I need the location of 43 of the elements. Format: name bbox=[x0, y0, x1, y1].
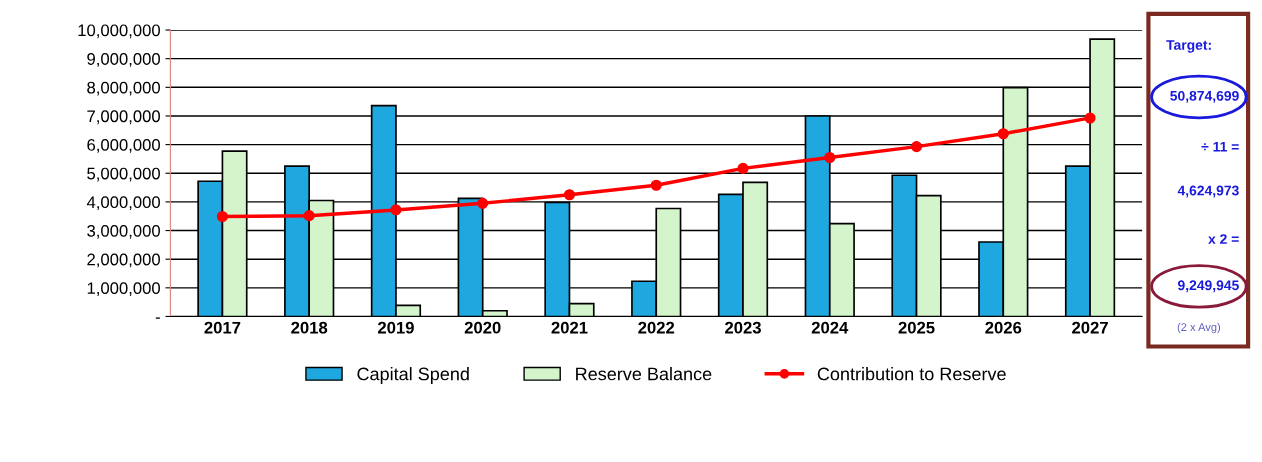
legend-label: Contribution to Reserve bbox=[817, 367, 1006, 381]
x-tick-label: 2019 bbox=[377, 321, 414, 334]
x-tick-label: 2025 bbox=[898, 321, 935, 334]
x-tick-label: 2022 bbox=[638, 321, 675, 334]
x-tick-label: 2017 bbox=[204, 321, 241, 334]
y-tick-label: 4,000,000 bbox=[86, 196, 160, 211]
y-tick-label: 3,000,000 bbox=[87, 224, 160, 239]
text: (2 x Avg) bbox=[1177, 322, 1221, 334]
x-tick-label: 2021 bbox=[551, 321, 588, 334]
point bbox=[477, 197, 489, 209]
y-tick-label: 5,000,000 bbox=[87, 167, 160, 182]
point bbox=[216, 210, 228, 223]
point bbox=[303, 210, 315, 222]
x-tick-label: 2023 bbox=[725, 321, 761, 334]
point bbox=[737, 162, 749, 174]
y-tick-label: 7,000,000 bbox=[87, 110, 160, 125]
point bbox=[390, 204, 402, 216]
y-tick-label: 10,000,000 bbox=[78, 24, 160, 39]
point bbox=[650, 179, 662, 191]
point bbox=[997, 128, 1009, 140]
point bbox=[1084, 112, 1096, 124]
y-tick-label: 6,000,000 bbox=[87, 139, 160, 153]
y-tick-label: 8,000,000 bbox=[87, 81, 160, 96]
x-tick-label: 2018 bbox=[291, 321, 328, 334]
legend-label: Capital Spend bbox=[357, 367, 469, 384]
x-tick-label: 2027 bbox=[1072, 321, 1108, 334]
point bbox=[563, 189, 576, 201]
text: 9,249,945 bbox=[1177, 280, 1239, 293]
y-tick-label: - bbox=[155, 317, 160, 319]
y-tick-label: 1,000,000 bbox=[87, 282, 160, 296]
legend-label: Reserve Balance bbox=[576, 367, 712, 381]
text: 4,624,973 bbox=[1177, 185, 1239, 198]
y-tick-label: 2,000,000 bbox=[87, 253, 160, 268]
x-tick-label: 2024 bbox=[811, 321, 849, 334]
x-tick-label: 2020 bbox=[464, 321, 501, 334]
text: x 2 = bbox=[1208, 234, 1239, 244]
point bbox=[824, 151, 836, 164]
point bbox=[910, 141, 923, 153]
text: Target: bbox=[1166, 40, 1211, 53]
text: 50,874,699 bbox=[1170, 90, 1239, 103]
text: ÷ 11 = bbox=[1201, 141, 1239, 152]
y-tick-label: 9,000,000 bbox=[87, 53, 160, 67]
x-tick-label: 2026 bbox=[985, 321, 1022, 334]
